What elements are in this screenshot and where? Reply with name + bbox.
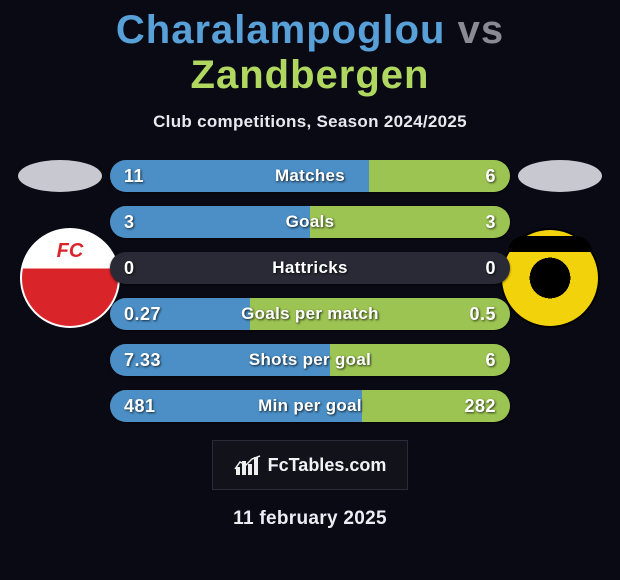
stat-value-right: 6 [485,166,496,187]
stat-bar-right [310,206,510,238]
stat-value-left: 3 [124,212,135,233]
player2-silhouette [518,160,602,192]
brand-box[interactable]: FcTables.com [212,440,408,490]
date-label: 11 february 2025 [0,508,620,530]
vs-separator: vs [458,8,505,52]
stat-row: 7.33 6 Shots per goal [110,344,510,376]
player2-club-crest [500,228,600,328]
stat-value-right: 6 [485,350,496,371]
stat-label: Goals per match [241,304,379,324]
stat-value-right: 282 [464,396,496,417]
stat-row: 0.27 0.5 Goals per match [110,298,510,330]
stat-label: Matches [275,166,345,186]
stat-label: Min per goal [258,396,362,416]
stat-value-right: 0 [485,258,496,279]
stat-label: Goals [286,212,335,232]
brand-text: FcTables.com [268,455,387,476]
comparison-body: 11 6 Matches 3 3 Goals 0 0 Hattricks 0.27 0.5 Goals… [0,160,620,530]
player1-silhouette [18,160,102,192]
stat-value-left: 7.33 [124,350,161,371]
stat-bar-left [110,206,310,238]
brand-chart-icon [234,455,262,475]
stat-rows: 11 6 Matches 3 3 Goals 0 0 Hattricks 0.27 0.5 Goals… [110,160,510,422]
stat-label: Shots per goal [249,350,371,370]
stat-row: 481 282 Min per goal [110,390,510,422]
stat-value-left: 481 [124,396,156,417]
player2-name: Zandbergen [191,53,430,97]
stat-row: 11 6 Matches [110,160,510,192]
stat-label: Hattricks [272,258,347,278]
stat-row: 0 0 Hattricks [110,252,510,284]
comparison-title: Charalampoglou vs Zandbergen [0,0,620,98]
stat-value-right: 0.5 [469,304,496,325]
player1-club-crest [20,228,120,328]
stat-value-left: 11 [124,166,144,187]
stat-value-right: 3 [485,212,496,233]
subtitle: Club competitions, Season 2024/2025 [0,112,620,132]
stat-row: 3 3 Goals [110,206,510,238]
stat-value-left: 0.27 [124,304,161,325]
player1-name: Charalampoglou [116,8,446,52]
stat-value-left: 0 [124,258,135,279]
